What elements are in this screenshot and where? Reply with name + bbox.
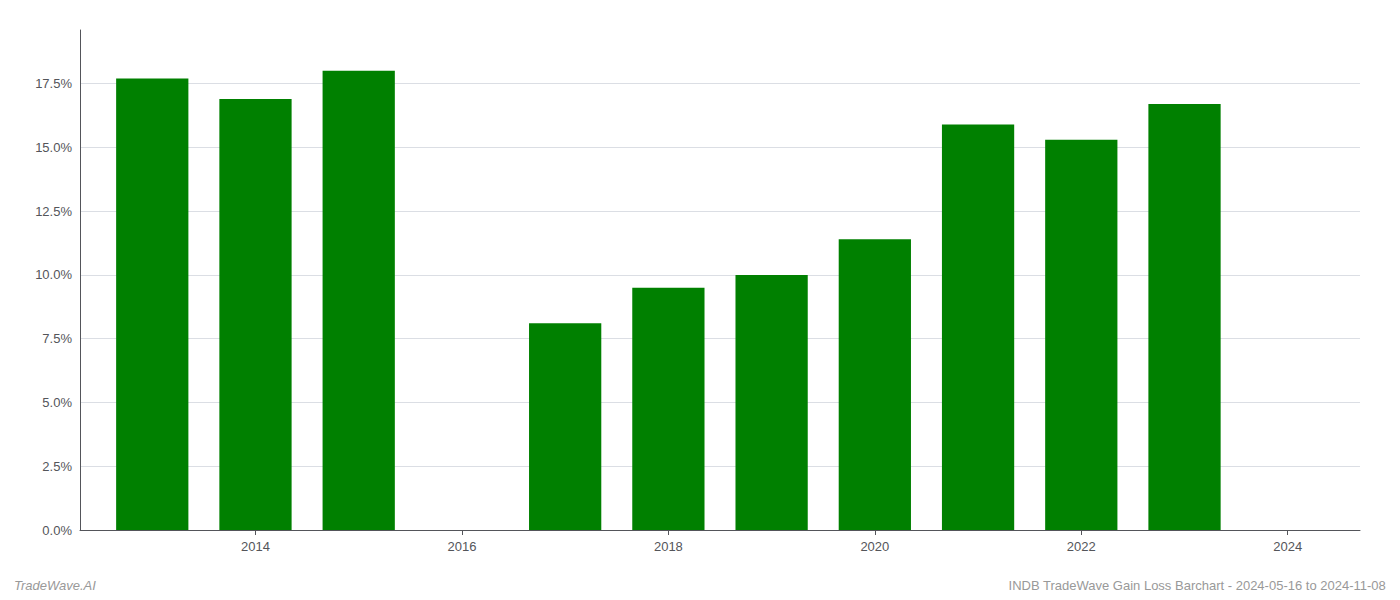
svg-text:2016: 2016 [447,539,476,554]
svg-text:5.0%: 5.0% [42,395,72,410]
svg-text:TradeWave.AI: TradeWave.AI [14,578,96,593]
svg-text:17.5%: 17.5% [35,76,72,91]
svg-text:INDB TradeWave Gain Loss Barch: INDB TradeWave Gain Loss Barchart - 2024… [1009,578,1386,593]
svg-text:10.0%: 10.0% [35,267,72,282]
svg-text:2024: 2024 [1273,539,1302,554]
svg-text:2.5%: 2.5% [42,459,72,474]
svg-text:12.5%: 12.5% [35,204,72,219]
svg-text:7.5%: 7.5% [42,331,72,346]
svg-text:0.0%: 0.0% [42,523,72,538]
svg-text:2018: 2018 [654,539,683,554]
svg-text:2014: 2014 [241,539,270,554]
svg-text:2020: 2020 [860,539,889,554]
svg-text:15.0%: 15.0% [35,140,72,155]
svg-text:2022: 2022 [1067,539,1096,554]
